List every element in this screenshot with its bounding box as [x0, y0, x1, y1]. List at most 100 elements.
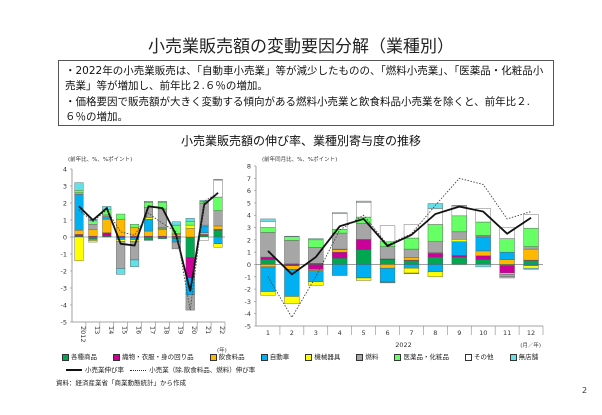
bar-segment: [88, 229, 98, 237]
bar-segment: [143, 201, 154, 203]
y-tick-label: 0: [247, 261, 251, 269]
summary-point-2: ・価格要因で販売額が大きく変動する傾向がある燃料小売業と飲食料品小売業を除くと、…: [65, 96, 530, 123]
legend-label: 医薬品・化粧品: [403, 353, 449, 361]
legend-item: 飲食料品: [209, 353, 245, 361]
bar-segment: [260, 264, 276, 268]
bar-segment: [499, 251, 515, 260]
bar-segment: [379, 225, 396, 242]
bar-segment: [199, 232, 209, 235]
bar-segment: [260, 218, 276, 222]
bar-segment: [185, 218, 195, 222]
x-axis-unit: (年): [217, 346, 227, 354]
legend-swatch-icon: [305, 353, 313, 361]
y-tick-label: 5: [247, 199, 251, 207]
legend-label: 自動車: [269, 353, 290, 361]
x-tick-label: 1: [266, 329, 270, 337]
bar-segment: [356, 277, 372, 281]
bar-segment: [88, 238, 98, 241]
bar-segment: [475, 264, 491, 268]
legend-label: 飲食料品: [218, 353, 245, 361]
excl-growth-line: [78, 192, 219, 311]
bar-segment: [213, 236, 223, 245]
y-axis-label: (前年比、%、%ポイント): [68, 155, 132, 163]
y-tick-label: -1: [61, 251, 67, 259]
x-tick-label: 3: [314, 329, 318, 337]
x-tick-label: 2012: [79, 326, 87, 343]
bar-segment: [427, 256, 443, 265]
y-tick-label: 3: [63, 183, 67, 191]
y-tick-label: 2: [63, 200, 67, 208]
x-tick-label: 12: [527, 329, 535, 337]
legend-swatch-icon: [260, 353, 268, 361]
bar-segment: [356, 264, 372, 279]
legend-label: 織物・衣服・身の回り品: [122, 353, 194, 361]
bar-segment: [356, 249, 372, 265]
bar-segment: [260, 256, 276, 260]
bar-segment: [379, 246, 396, 260]
bar-segment: [260, 266, 276, 292]
legend-label: 無店舗: [518, 353, 539, 361]
legend-item: 燃料: [356, 353, 378, 361]
legend-item: 自動車: [260, 353, 290, 361]
bar-segment: [523, 265, 539, 269]
bar-segment: [157, 236, 167, 239]
bar-segment: [171, 238, 181, 243]
legend-swatch-icon: [394, 353, 402, 361]
bar-segment: [74, 234, 84, 237]
x-tick-label: 9: [457, 329, 461, 337]
bar-segment: [427, 271, 443, 277]
bar-segment: [427, 253, 443, 258]
y-tick-label: -4: [245, 310, 251, 318]
bar-segment: [332, 264, 348, 276]
bar-segment: [143, 218, 154, 232]
summary-point-1: ・2022年の小売業販売は、「自動車小売業」等が減少したものの、「燃料小売業」、…: [65, 65, 544, 92]
bar-segment: [102, 218, 112, 233]
bar-segment: [379, 259, 396, 265]
bar-segment: [308, 239, 324, 248]
bar-segment: [499, 276, 515, 279]
bar-segment: [332, 232, 348, 250]
slide-title: 小売業販売額の変動要因分解（業種別）: [148, 37, 454, 57]
line-legend: 小売業伸び率 小売業（除.飲食料品、燃料）伸び率: [66, 364, 255, 374]
x-axis-unit: (月／年): [520, 341, 541, 349]
y-tick-label: 1: [63, 217, 67, 225]
y-tick-label: -5: [245, 323, 251, 331]
bar-segment: [74, 229, 84, 235]
x-tick-label: 16: [135, 326, 143, 334]
legend-label-excl: 小売業（除.飲食料品、燃料）伸び率: [149, 366, 256, 374]
bar-segment: [499, 238, 515, 253]
x-tick-label: 4: [338, 329, 342, 337]
bar-segment: [213, 225, 223, 230]
bar-segment: [523, 227, 539, 247]
bar-segment: [213, 229, 223, 238]
category-legend: 各種商品 織物・衣服・身の回り品 飲食料品 自動車 機械器具 燃料 医薬品・化粧…: [62, 351, 552, 361]
bar-segment: [427, 241, 443, 253]
y-tick-label: 4: [63, 166, 67, 174]
excl-growth-line: [267, 177, 532, 319]
bar-segment: [427, 203, 443, 209]
bar-segment: [403, 237, 420, 250]
bar-segment: [130, 224, 140, 228]
y-tick-label: -3: [245, 298, 251, 306]
bar-segment: [332, 249, 348, 253]
x-tick-label: 10: [479, 329, 487, 337]
bar-segment: [116, 239, 126, 242]
y-tick-label: -3: [61, 285, 67, 293]
bar-segment: [185, 236, 195, 258]
bar-segment: [451, 215, 467, 233]
legend-swatch-icon: [465, 353, 473, 361]
total-growth-line: [267, 205, 532, 276]
bar-segment: [213, 178, 223, 181]
bar-segment: [379, 282, 396, 284]
bar-segment: [74, 182, 84, 191]
total-growth-line: [78, 192, 219, 292]
bar-segment: [260, 227, 276, 233]
x-tick-label: 13: [93, 326, 101, 334]
bar-segment: [379, 264, 396, 269]
x-tick-label: 5: [362, 329, 366, 337]
x-tick-label: 19: [176, 326, 184, 334]
x-tick-label: 2: [290, 329, 294, 337]
bar-segment: [523, 214, 539, 229]
bar-segment: [403, 272, 420, 274]
bar-segment: [356, 239, 372, 250]
